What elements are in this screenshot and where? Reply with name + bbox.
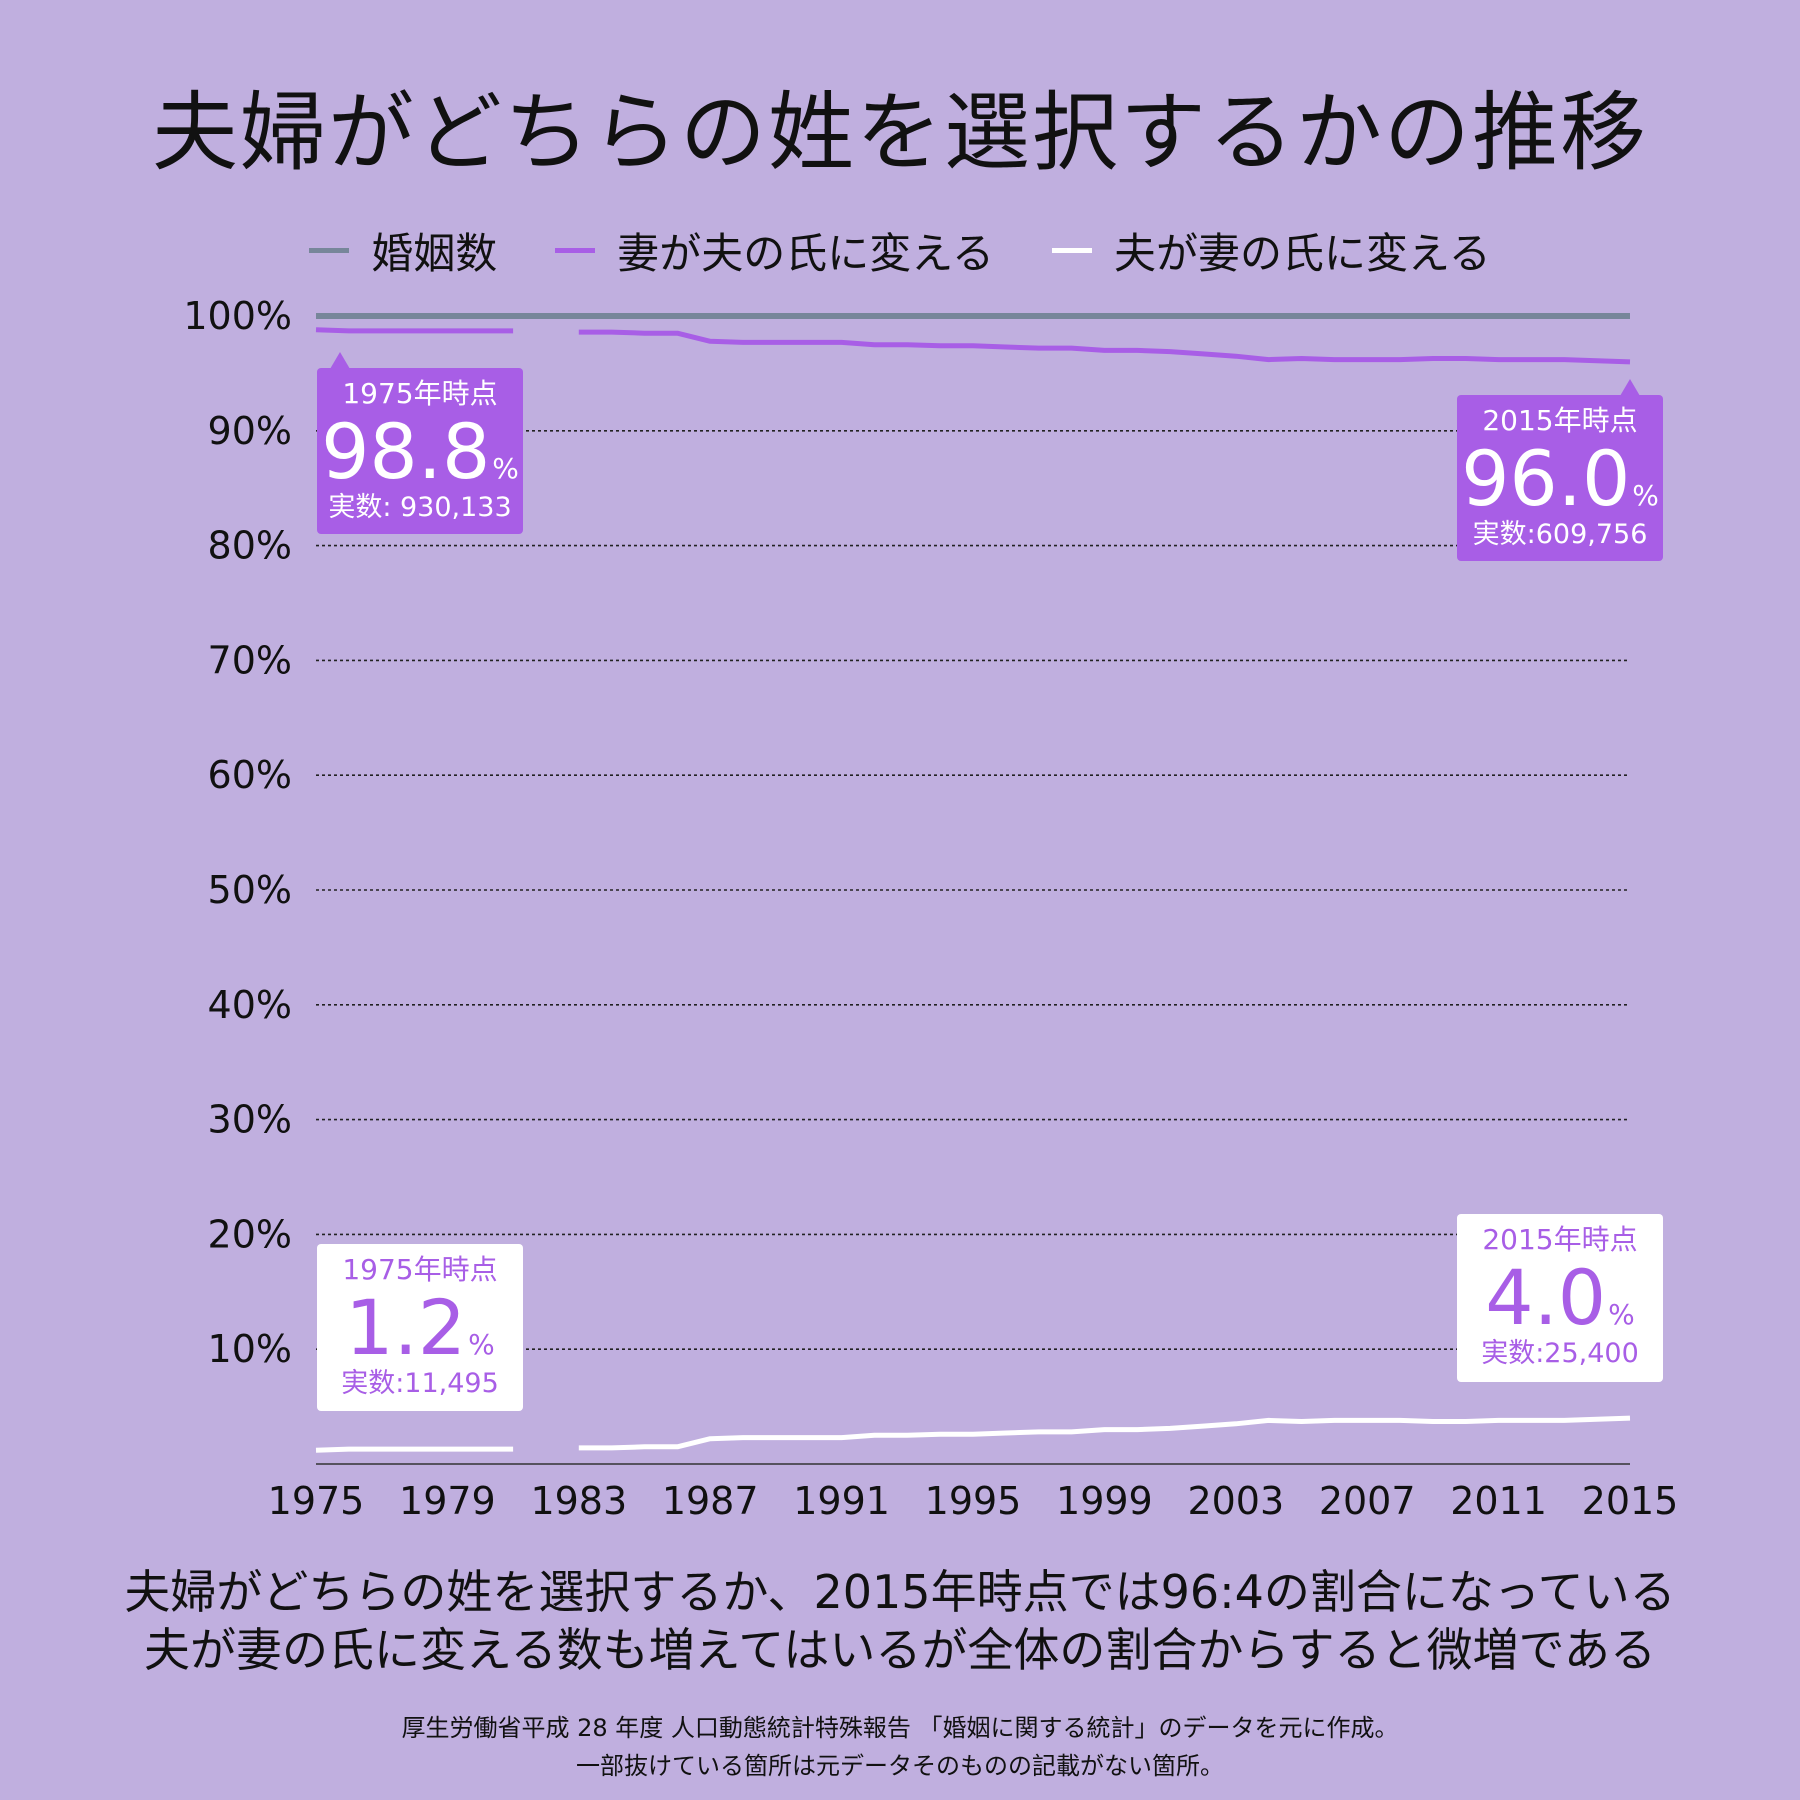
x-tick-label: 1999 bbox=[1056, 1479, 1153, 1523]
y-tick-label: 30% bbox=[208, 1098, 292, 1142]
callout-pointer bbox=[330, 352, 350, 369]
x-tick-label: 1983 bbox=[530, 1479, 627, 1523]
legend-swatch-wife-changes bbox=[555, 247, 596, 253]
summary-line-1: 夫婦がどちらの姓を選択するか、2015年時点では96:4の割合になっている bbox=[124, 1565, 1676, 1619]
callout-value-row: 96.0% bbox=[1457, 441, 1663, 517]
y-tick-label: 80% bbox=[208, 524, 292, 568]
callout-value: 98.8 bbox=[321, 407, 491, 496]
callout-count: 実数:11,495 bbox=[341, 1368, 499, 1399]
callout-1975-wife: 1975年時点 98.8% 実数: 930,133 bbox=[317, 368, 523, 534]
callout-unit: % bbox=[1632, 479, 1659, 512]
x-tick-label: 2015 bbox=[1582, 1479, 1679, 1523]
callout-value: 96.0 bbox=[1461, 434, 1631, 523]
source-note-2: 一部抜けている箇所は元データそのものの記載がない箇所。 bbox=[576, 1752, 1224, 1780]
y-tick-label: 50% bbox=[208, 868, 292, 912]
x-tick-label: 2007 bbox=[1319, 1479, 1416, 1523]
callout-2015-wife: 2015年時点 96.0% 実数:609,756 bbox=[1457, 395, 1663, 561]
callout-value: 4.0 bbox=[1485, 1253, 1607, 1342]
series-line-2 bbox=[315, 1446, 514, 1453]
legend-item-wife-changes: 妻が夫の氏に変える bbox=[555, 220, 994, 280]
callout-label: 1975年時点 bbox=[342, 377, 498, 410]
x-tick-label: 1975 bbox=[268, 1479, 365, 1523]
summary-line-2: 夫が妻の氏に変える数も増えてはいるが全体の割合からすると微増である bbox=[143, 1623, 1657, 1677]
callout-unit: % bbox=[1608, 1298, 1635, 1331]
y-tick-label: 100% bbox=[183, 294, 292, 338]
callout-count: 実数:609,756 bbox=[1472, 519, 1648, 550]
x-tick-label: 1979 bbox=[399, 1479, 496, 1523]
legend: 婚姻数 妻が夫の氏に変える 夫が妻の氏に変える bbox=[0, 220, 1800, 280]
legend-item-marriages: 婚姻数 bbox=[309, 220, 497, 280]
y-tick-label: 60% bbox=[208, 753, 292, 797]
x-tick-label: 1995 bbox=[925, 1479, 1022, 1523]
callout-count: 実数:25,400 bbox=[1481, 1338, 1639, 1369]
series-line-1 bbox=[578, 329, 1631, 365]
x-tick-label: 1991 bbox=[793, 1479, 890, 1523]
callout-unit: % bbox=[492, 452, 519, 485]
callout-label: 2015年時点 bbox=[1482, 1223, 1638, 1256]
y-tick-label: 40% bbox=[208, 983, 292, 1027]
callout-1975-husband: 1975年時点 1.2% 実数:11,495 bbox=[317, 1244, 523, 1411]
legend-label-wife-changes: 妻が夫の氏に変える bbox=[617, 228, 994, 278]
chart-title: 夫婦がどちらの姓を選択するかの推移 bbox=[152, 83, 1648, 183]
legend-label-husband-changes: 夫が妻の氏に変える bbox=[1114, 228, 1491, 278]
legend-item-husband-changes: 夫が妻の氏に変える bbox=[1052, 220, 1491, 280]
callout-value: 1.2 bbox=[345, 1283, 467, 1372]
legend-swatch-marriages bbox=[309, 247, 350, 253]
callout-label: 1975年時点 bbox=[342, 1253, 498, 1286]
x-tick-label: 2003 bbox=[1187, 1479, 1284, 1523]
x-tick-label: 1987 bbox=[662, 1479, 759, 1523]
callout-value-row: 4.0% bbox=[1457, 1260, 1663, 1336]
callout-unit: % bbox=[468, 1328, 495, 1361]
y-tick-label: 90% bbox=[208, 409, 292, 453]
y-tick-label: 20% bbox=[208, 1212, 292, 1256]
callout-pointer bbox=[1620, 379, 1640, 396]
y-tick-label: 70% bbox=[208, 638, 292, 682]
x-tick-label: 2011 bbox=[1450, 1479, 1547, 1523]
legend-swatch-husband-changes bbox=[1052, 247, 1092, 253]
callout-label: 2015年時点 bbox=[1482, 404, 1638, 437]
callout-2015-husband: 2015年時点 4.0% 実数:25,400 bbox=[1457, 1214, 1663, 1382]
y-tick-label: 10% bbox=[208, 1327, 292, 1371]
callout-value-row: 98.8% bbox=[317, 414, 523, 490]
series-line-2 bbox=[578, 1415, 1631, 1451]
source-note-1: 厚生労働省平成 28 年度 人口動態統計特殊報告 「婚姻に関する統計」のデータを… bbox=[401, 1714, 1399, 1742]
callout-count: 実数: 930,133 bbox=[328, 492, 512, 523]
callout-value-row: 1.2% bbox=[317, 1290, 523, 1366]
legend-label-marriages: 婚姻数 bbox=[371, 228, 498, 278]
series-line-1 bbox=[315, 327, 514, 334]
